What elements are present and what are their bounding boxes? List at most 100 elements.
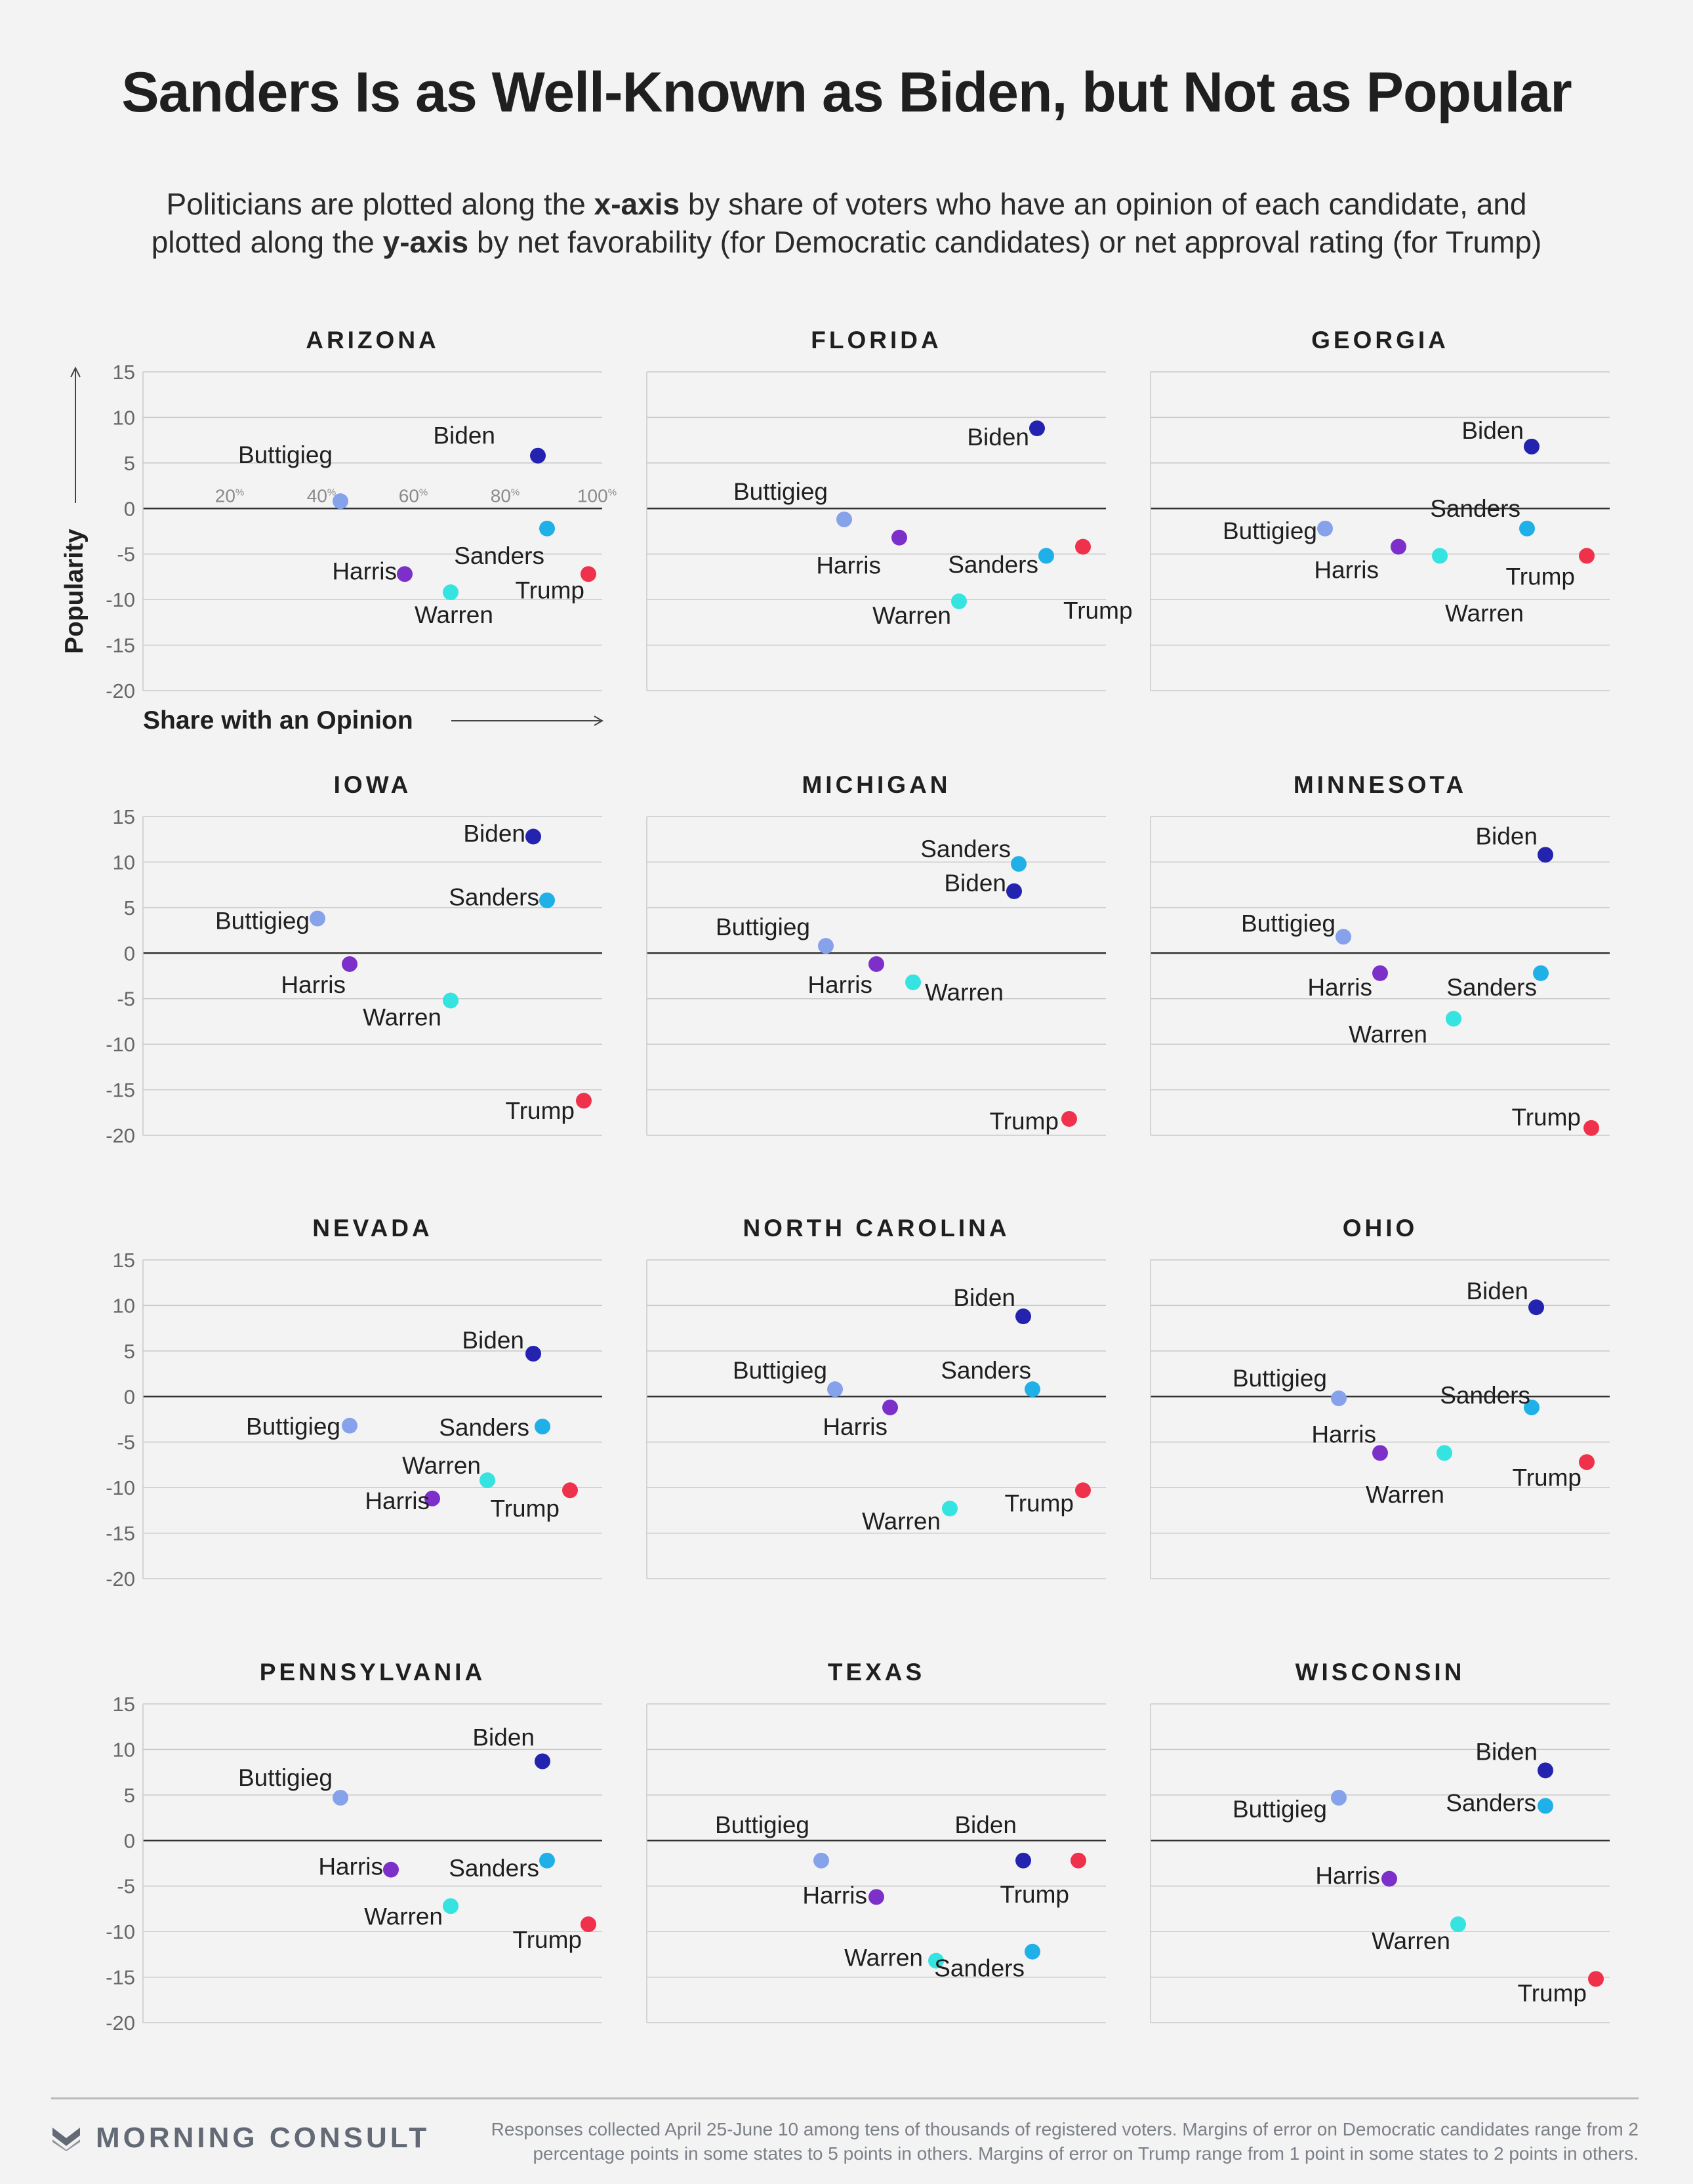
brand-name: MORNING CONSULT (96, 2122, 430, 2154)
data-point (581, 1916, 596, 1933)
data-point (443, 1898, 459, 1914)
data-label: Buttigieg (238, 441, 333, 468)
y-tick-label: 5 (124, 897, 135, 920)
data-point (383, 1861, 399, 1878)
data-label: Sanders (1446, 974, 1537, 1001)
subtitle-line-1: Politicians are plotted along the x-axis… (0, 186, 1693, 222)
y-tick-label: -15 (106, 1966, 135, 1989)
data-label: Biden (967, 424, 1029, 451)
data-point (1006, 883, 1022, 899)
x-axis-arrowhead (594, 716, 603, 726)
y-axis-arrowhead (70, 366, 81, 378)
x-tick-unit: % (327, 487, 336, 498)
data-label: Sanders (941, 1357, 1031, 1384)
data-point (342, 1417, 357, 1434)
data-label: Warren (415, 601, 493, 628)
data-point (1524, 1399, 1540, 1415)
data-point (581, 566, 596, 582)
x-tick-label: 60% (399, 485, 428, 506)
data-point (951, 593, 967, 609)
data-label: Biden (953, 1284, 1015, 1311)
y-tick-label: 0 (124, 942, 135, 965)
y-tick-label: -10 (106, 1033, 135, 1056)
state-panel: FLORIDA Biden Buttigieg Harris Sanders Warren… (646, 327, 1133, 691)
data-label: Harris (332, 557, 397, 584)
panel-title: MICHIGAN (802, 771, 950, 798)
data-point (1025, 1943, 1040, 1960)
state-panel: NEVADA 15 10 5 0 -5 -10 -15 -20 Biden Buttigieg San… (106, 1215, 602, 1590)
data-label: Sanders (449, 884, 539, 911)
data-point (1317, 520, 1333, 536)
data-point (1331, 1790, 1347, 1806)
data-label: Trump (1063, 597, 1133, 624)
data-point (525, 828, 541, 845)
panel-title: NORTH CAROLINA (743, 1215, 1010, 1242)
data-point (1075, 538, 1091, 555)
data-point (1538, 847, 1553, 863)
data-label: Warren (844, 1945, 923, 1972)
data-label: Trump (989, 1108, 1059, 1135)
subtitle-text: by share of voters who have an opinion o… (680, 187, 1527, 221)
data-point (1432, 548, 1448, 564)
data-point (882, 1399, 898, 1415)
state-panel: MINNESOTA Biden Buttigieg Harris Sanders Warr… (1150, 771, 1610, 1136)
state-panel: NORTH CAROLINA Biden Buttigieg Sanders Harri… (646, 1215, 1106, 1579)
data-point (424, 1490, 440, 1507)
data-point (942, 1501, 958, 1517)
y-tick-label: 15 (113, 361, 135, 384)
subtitle-text: plotted along the (151, 225, 383, 259)
y-axis-label: Popularity (60, 529, 89, 654)
data-point (562, 1482, 578, 1499)
footer-note-line: percentage points in some states to 5 po… (533, 2143, 1639, 2164)
data-point (539, 520, 555, 536)
y-tick-label: 10 (113, 851, 135, 874)
y-tick-label: 5 (124, 1784, 135, 1807)
data-label: Sanders (454, 542, 544, 569)
footer-divider (51, 2097, 1639, 2099)
data-point (333, 493, 348, 510)
data-label: Trump (490, 1495, 560, 1522)
data-point (1336, 929, 1351, 945)
data-label: Harris (1311, 1421, 1376, 1447)
data-point (891, 529, 907, 546)
data-point (1538, 1762, 1553, 1779)
subtitle-line-2: plotted along the y-axis by net favorabi… (0, 224, 1693, 260)
data-point (310, 910, 325, 927)
data-label: Sanders (1440, 1382, 1530, 1409)
data-label: Biden (1475, 822, 1538, 849)
data-label: Warren (1349, 1021, 1427, 1047)
data-label: Warren (872, 602, 951, 629)
data-point (342, 956, 357, 972)
y-tick-label: 0 (124, 1829, 135, 1852)
data-point (479, 1472, 495, 1489)
data-point (1381, 1871, 1397, 1887)
data-label: Trump (1517, 1979, 1587, 2006)
data-label: Warren (1372, 1928, 1450, 1954)
footer-note-line: Responses collected April 25-June 10 amo… (491, 2119, 1639, 2139)
data-label: Trump (512, 1926, 582, 1953)
data-point (576, 1093, 592, 1109)
y-tick-label: 5 (124, 1340, 135, 1363)
y-tick-label: 10 (113, 1294, 135, 1317)
y-tick-label: 10 (113, 1738, 135, 1761)
data-label: Buttigieg (716, 914, 810, 940)
data-label: Harris (802, 1882, 867, 1909)
data-point (818, 938, 834, 954)
data-label: Warren (363, 1003, 441, 1030)
data-label: Harris (807, 971, 872, 998)
data-label: Trump (1505, 563, 1575, 590)
data-point (1015, 1852, 1031, 1869)
data-point (1331, 1390, 1347, 1407)
subtitle-text: Politicians are plotted along the (166, 187, 594, 221)
data-label: Sanders (948, 551, 1038, 578)
x-tick-label: 80% (491, 485, 520, 506)
data-point (1391, 538, 1406, 555)
x-tick-unit: % (608, 487, 617, 498)
data-label: Harris (1314, 557, 1379, 584)
morning-consult-chevron-icon (52, 2128, 80, 2151)
data-label: Biden (954, 1811, 1017, 1838)
data-label: Warren (1445, 599, 1524, 626)
data-point (1011, 856, 1027, 872)
data-point (530, 447, 546, 464)
